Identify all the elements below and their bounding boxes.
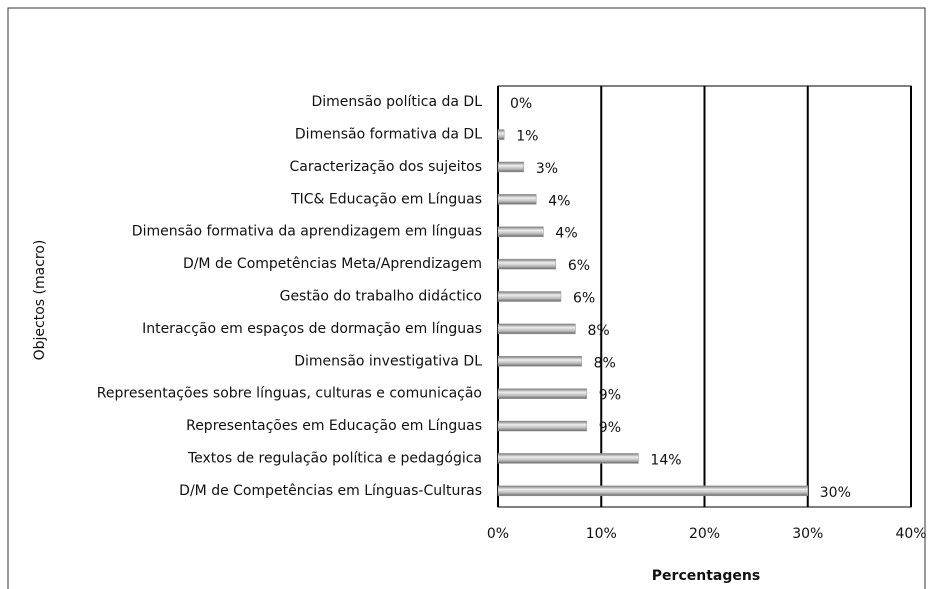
value-label: 8% (587, 323, 609, 339)
bar (497, 453, 639, 464)
bar (497, 226, 544, 237)
bar (497, 291, 562, 302)
value-label: 1% (516, 129, 538, 145)
bar (497, 420, 588, 432)
bar (497, 161, 525, 173)
bar (497, 323, 576, 335)
y-tick-label: Dimensão formativa da DL (295, 127, 482, 143)
value-label: 9% (599, 388, 621, 404)
value-label: 9% (599, 420, 621, 436)
y-tick-label: Dimensão política da DL (311, 94, 482, 110)
value-label: 8% (594, 355, 616, 371)
value-label: 14% (650, 452, 681, 468)
y-tick-label: D/M de Competências Meta/Aprendizagem (183, 256, 482, 272)
bar (497, 129, 505, 140)
y-tick-label: Representações em Educação em Línguas (186, 418, 482, 434)
value-label: 6% (568, 258, 590, 274)
value-label: 6% (573, 291, 595, 307)
y-tick-label: Dimensão formativa da aprendizagem em lí… (132, 224, 482, 240)
y-axis-title: Objectos (macro) (32, 240, 48, 361)
y-tick-label: Textos de regulação política e pedagógic… (187, 450, 482, 466)
y-tick-label: Interacção em espaços de dormação em lín… (142, 321, 482, 337)
x-tick-label: 0% (487, 526, 509, 542)
value-label: 4% (555, 226, 577, 242)
chart-border (7, 7, 926, 589)
y-tick-label: Representações sobre línguas, culturas e… (97, 386, 482, 402)
y-tick-label: TIC& Educação em Línguas (290, 191, 482, 207)
bar (497, 485, 808, 497)
y-tick-label: D/M de Competências em Línguas-Culturas (179, 483, 482, 499)
y-tick-label: Gestão do trabalho didáctico (280, 289, 482, 305)
x-axis-title: Percentagens (652, 568, 760, 584)
x-tick-label: 20% (689, 526, 720, 542)
x-tick-label: 40% (895, 526, 926, 542)
value-label: 3% (536, 161, 558, 177)
value-label: 0% (510, 96, 532, 112)
bar (497, 258, 557, 270)
bar (497, 388, 588, 399)
y-tick-label: Dimensão investigativa DL (294, 353, 482, 369)
value-label: 4% (548, 193, 570, 209)
bar (497, 356, 582, 367)
y-tick-label: Caracterização dos sujeitos (290, 159, 482, 175)
bar (497, 194, 537, 205)
x-tick-label: 10% (586, 526, 617, 542)
x-tick-label: 30% (792, 526, 823, 542)
value-label: 30% (820, 485, 851, 501)
